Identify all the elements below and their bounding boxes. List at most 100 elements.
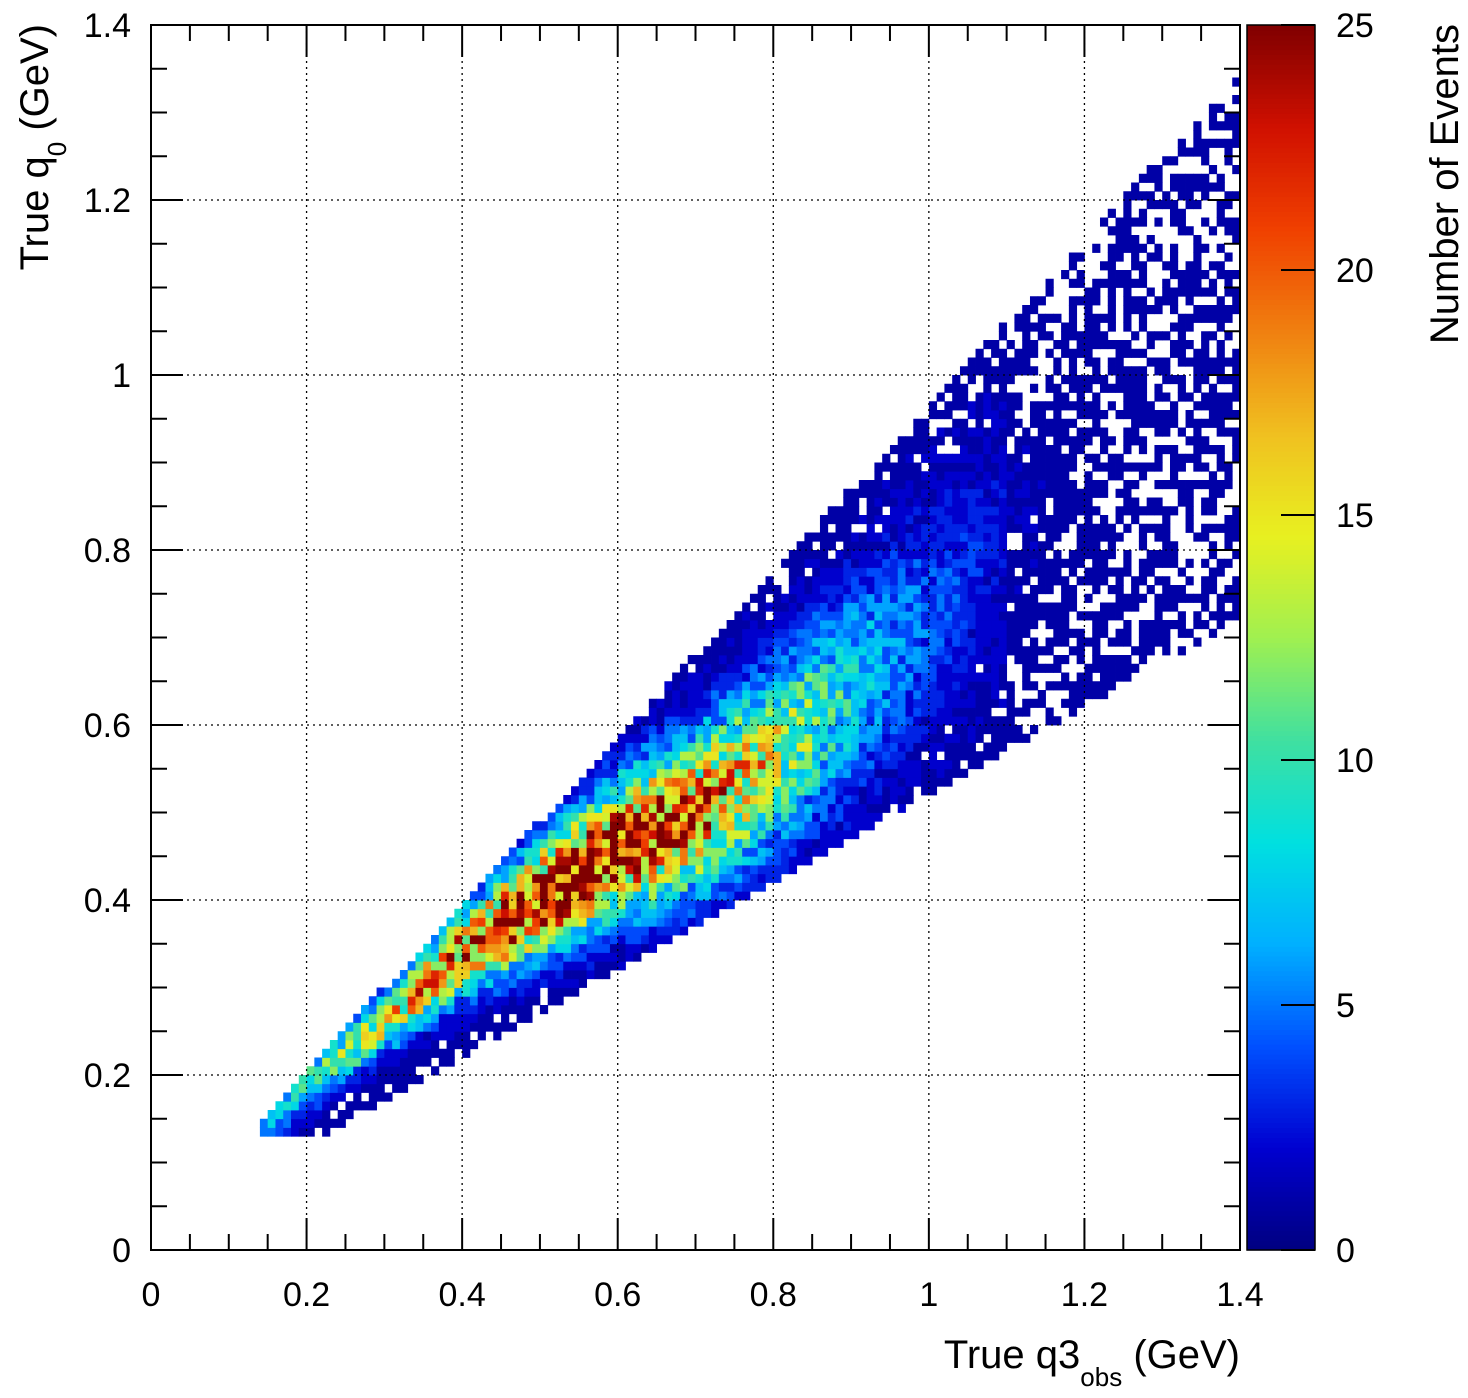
- heatmap-cell: [991, 611, 1000, 621]
- heatmap-cell: [1123, 445, 1132, 455]
- colorbar-segment: [1247, 711, 1315, 717]
- heatmap-cell: [1154, 243, 1163, 253]
- heatmap-cell: [524, 917, 533, 927]
- heatmap-cell: [804, 803, 813, 813]
- heatmap-cell: [1115, 410, 1124, 420]
- colorbar-segment: [1247, 348, 1315, 354]
- heatmap-cell: [882, 716, 891, 726]
- heatmap-cell: [633, 795, 642, 805]
- heatmap-cell: [765, 628, 774, 638]
- heatmap-cell: [913, 497, 922, 507]
- heatmap-cell: [1201, 182, 1210, 192]
- heatmap-cell: [781, 768, 790, 778]
- heatmap-cell: [1029, 558, 1039, 568]
- heatmap-cell: [1169, 418, 1179, 428]
- heatmap-cell: [897, 751, 906, 761]
- heatmap-cell: [851, 768, 860, 778]
- heatmap-cell: [679, 698, 689, 708]
- heatmap-cell: [1131, 261, 1140, 271]
- heatmap-cell: [1053, 427, 1062, 437]
- heatmap-cell: [415, 1013, 424, 1023]
- heatmap-cell: [641, 838, 650, 848]
- heatmap-cell: [602, 917, 611, 927]
- heatmap-cell: [1185, 523, 1194, 533]
- heatmap-cell: [975, 462, 984, 472]
- heatmap-cell: [959, 453, 969, 463]
- heatmap-cell: [1099, 681, 1109, 691]
- heatmap-cell: [1068, 690, 1078, 700]
- heatmap-cell: [812, 777, 821, 787]
- heatmap-cell: [695, 742, 704, 752]
- heatmap-cell: [399, 1040, 409, 1050]
- heatmap-cell: [788, 646, 798, 656]
- heatmap-cell: [913, 576, 922, 586]
- heatmap-cell: [687, 777, 696, 787]
- heatmap-cell: [921, 725, 930, 735]
- colorbar-segment: [1247, 333, 1315, 340]
- heatmap-cell: [524, 961, 533, 971]
- heatmap-cell: [1216, 620, 1225, 630]
- heatmap-cell: [1029, 611, 1039, 621]
- heatmap-cell: [812, 690, 821, 700]
- heatmap-cell: [1053, 532, 1062, 542]
- heatmap-cell: [547, 865, 556, 875]
- heatmap-cell: [1146, 497, 1155, 507]
- heatmap-cell: [438, 952, 447, 962]
- heatmap-cell: [1115, 453, 1124, 463]
- colorbar-segment: [1247, 314, 1315, 320]
- heatmap-cell: [1084, 322, 1093, 332]
- heatmap-cell: [687, 830, 696, 840]
- heatmap-cell: [1029, 637, 1039, 647]
- heatmap-cell: [889, 733, 899, 743]
- heatmap-cell: [1162, 541, 1171, 551]
- heatmap-cell: [812, 707, 821, 717]
- colorbar-segment: [1247, 715, 1315, 722]
- heatmap-cell: [936, 462, 945, 472]
- heatmap-cell: [1224, 480, 1233, 490]
- heatmap-cell: [586, 970, 595, 980]
- heatmap-cell: [952, 392, 961, 402]
- heatmap-cell: [1022, 348, 1031, 358]
- heatmap-cell: [998, 410, 1008, 420]
- heatmap-cell: [812, 760, 821, 770]
- heatmap-cell: [555, 830, 564, 840]
- colorbar-segment: [1247, 142, 1315, 149]
- heatmap-cell: [975, 515, 984, 525]
- heatmap-cell: [742, 681, 751, 691]
- heatmap-cell: [1216, 217, 1225, 227]
- heatmap-cell: [477, 970, 486, 980]
- heatmap-cell: [1037, 602, 1046, 612]
- heatmap-cell: [547, 830, 556, 840]
- heatmap-cell: [1061, 401, 1070, 411]
- heatmap-cell: [1084, 296, 1093, 306]
- heatmap-cell: [897, 541, 906, 551]
- heatmap-cell: [905, 497, 914, 507]
- heatmap-cell: [998, 611, 1008, 621]
- colorbar-segment: [1247, 368, 1315, 374]
- colorbar-segment: [1247, 760, 1315, 766]
- heatmap-cell: [1185, 488, 1194, 498]
- heatmap-cell: [353, 1101, 362, 1111]
- heatmap-cell: [742, 786, 751, 796]
- heatmap-cell: [1177, 348, 1186, 358]
- colorbar-segment: [1247, 907, 1315, 913]
- heatmap-cell: [1076, 506, 1085, 516]
- heatmap-cell: [905, 795, 914, 805]
- heatmap-cell: [843, 716, 852, 726]
- heatmap-cell: [765, 637, 774, 647]
- heatmap-cell: [493, 1031, 502, 1041]
- heatmap-cell: [555, 987, 564, 997]
- colorbar-segment: [1247, 1088, 1315, 1094]
- heatmap-cell: [695, 698, 704, 708]
- heatmap-cell: [991, 348, 1000, 358]
- heatmap-cell: [1029, 550, 1039, 560]
- heatmap-cell: [882, 742, 891, 752]
- heatmap-cell: [851, 716, 860, 726]
- heatmap-cell: [672, 768, 681, 778]
- heatmap-cell: [905, 786, 914, 796]
- heatmap-cell: [726, 690, 735, 700]
- heatmap-cell: [399, 1022, 409, 1032]
- heatmap-cell: [749, 672, 759, 682]
- heatmap-cell: [625, 891, 634, 901]
- heatmap-cell: [586, 952, 595, 962]
